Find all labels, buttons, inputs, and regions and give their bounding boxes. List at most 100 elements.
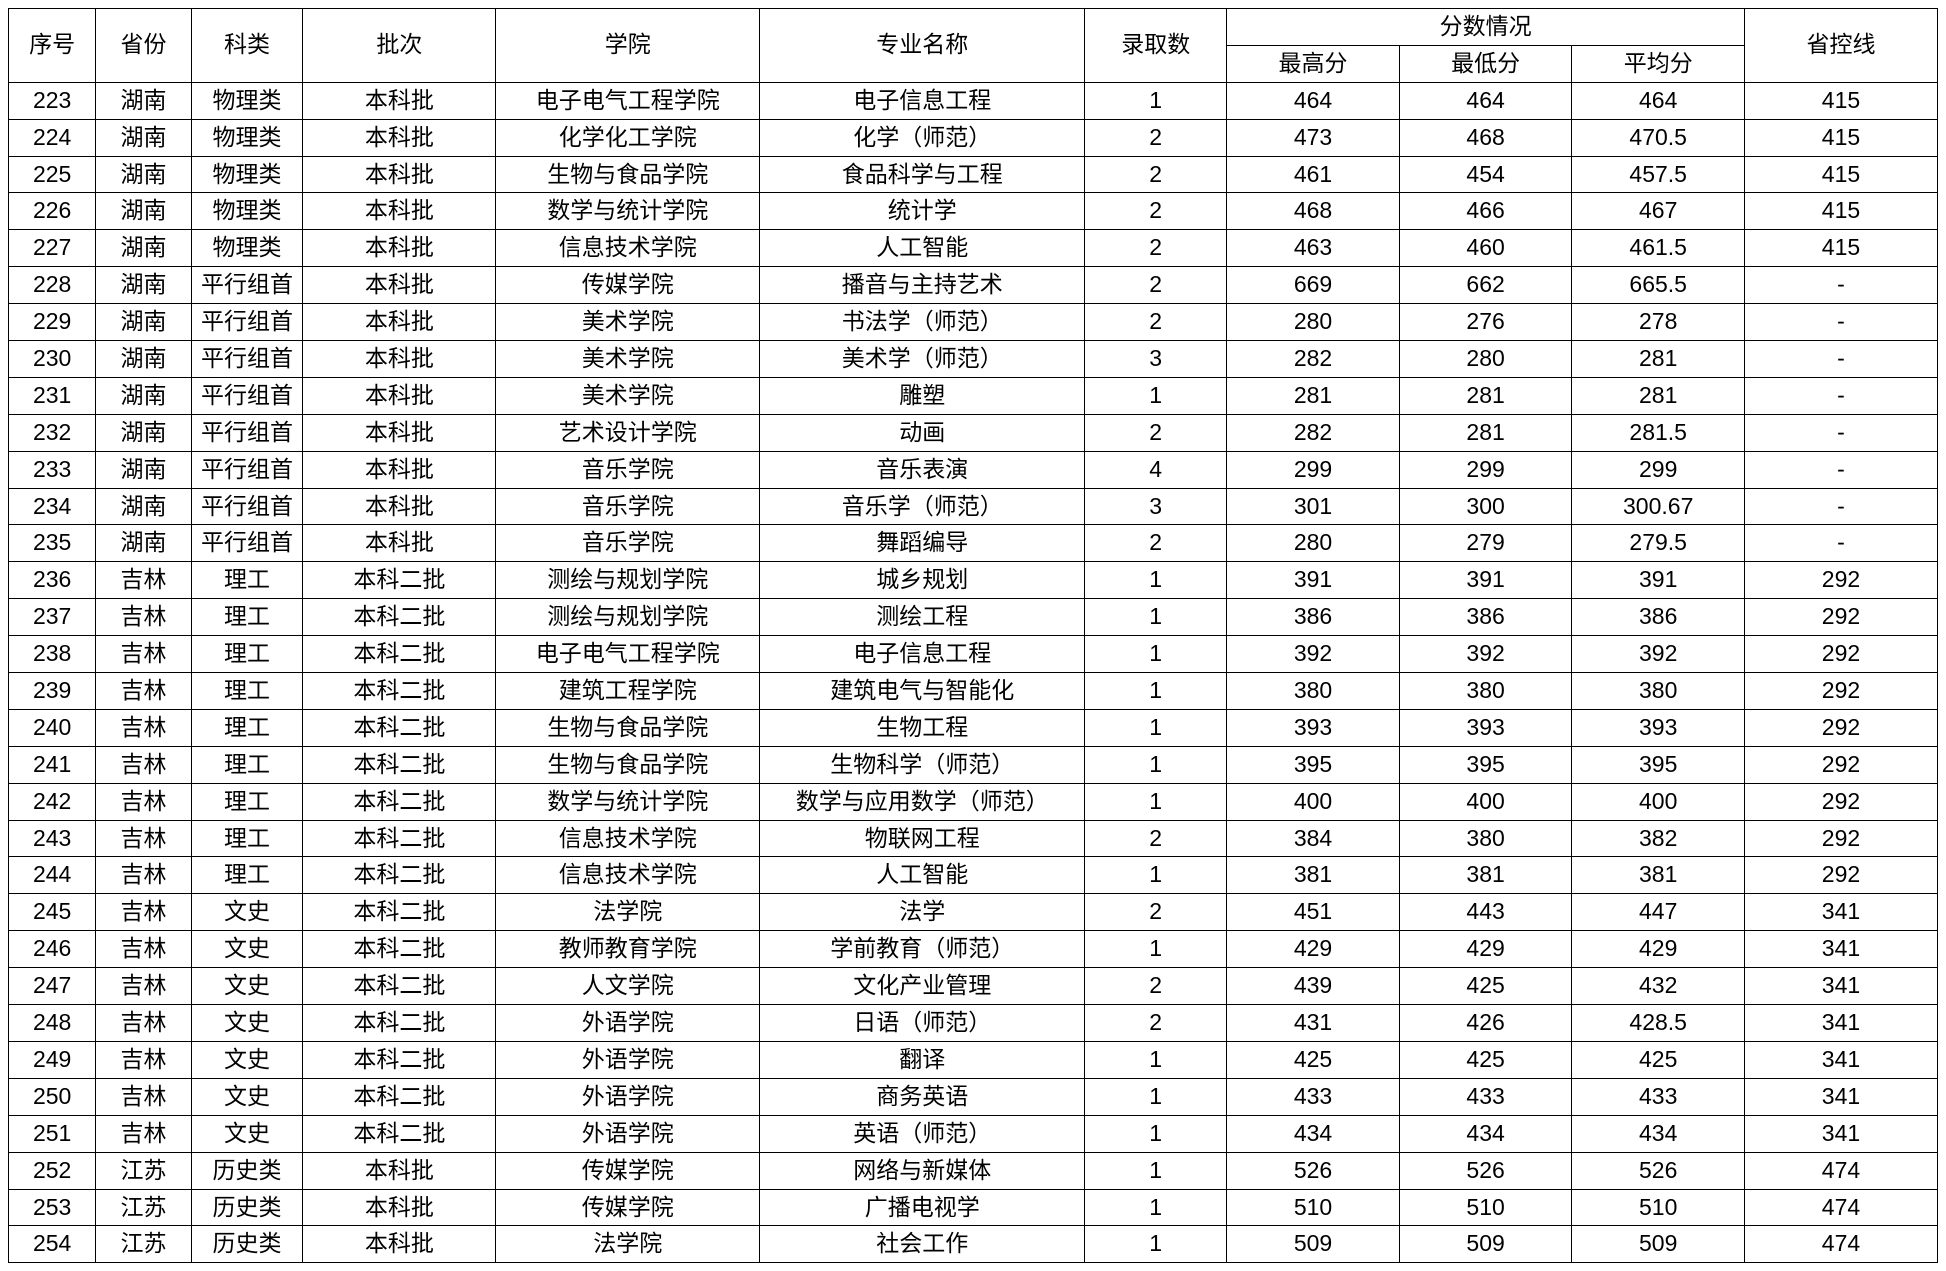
- cell-ctrl: -: [1744, 267, 1937, 304]
- cell-lo: 280: [1399, 341, 1572, 378]
- cell-hi: 510: [1227, 1189, 1400, 1226]
- cell-hi: 280: [1227, 304, 1400, 341]
- cell-avg: 428.5: [1572, 1005, 1745, 1042]
- cell-hi: 282: [1227, 341, 1400, 378]
- cell-avg: 433: [1572, 1078, 1745, 1115]
- cell-num: 2: [1085, 1005, 1227, 1042]
- cell-batch: 本科二批: [303, 1115, 496, 1152]
- cell-batch: 本科二批: [303, 636, 496, 673]
- cell-major: 社会工作: [760, 1226, 1085, 1263]
- cell-lo: 425: [1399, 968, 1572, 1005]
- cell-college: 生物与食品学院: [496, 156, 760, 193]
- cell-batch: 本科二批: [303, 894, 496, 931]
- cell-hi: 425: [1227, 1041, 1400, 1078]
- cell-category: 历史类: [191, 1152, 303, 1189]
- cell-seq: 253: [9, 1189, 96, 1226]
- cell-province: 湖南: [96, 82, 191, 119]
- cell-batch: 本科批: [303, 82, 496, 119]
- cell-num: 1: [1085, 82, 1227, 119]
- cell-province: 吉林: [96, 1115, 191, 1152]
- cell-category: 平行组首: [191, 267, 303, 304]
- col-ctrl: 省控线: [1744, 9, 1937, 83]
- cell-ctrl: 341: [1744, 931, 1937, 968]
- cell-ctrl: 341: [1744, 894, 1937, 931]
- col-province: 省份: [96, 9, 191, 83]
- cell-hi: 400: [1227, 783, 1400, 820]
- cell-ctrl: -: [1744, 377, 1937, 414]
- cell-batch: 本科批: [303, 341, 496, 378]
- cell-lo: 386: [1399, 599, 1572, 636]
- cell-province: 吉林: [96, 673, 191, 710]
- cell-seq: 241: [9, 746, 96, 783]
- cell-lo: 454: [1399, 156, 1572, 193]
- cell-num: 1: [1085, 1226, 1227, 1263]
- cell-college: 外语学院: [496, 1005, 760, 1042]
- table-row: 232湖南平行组首本科批艺术设计学院动画2282281281.5-: [9, 414, 1938, 451]
- cell-hi: 473: [1227, 119, 1400, 156]
- table-row: 250吉林文史本科二批外语学院商务英语1433433433341: [9, 1078, 1938, 1115]
- cell-batch: 本科二批: [303, 599, 496, 636]
- cell-ctrl: -: [1744, 341, 1937, 378]
- cell-avg: 464: [1572, 82, 1745, 119]
- cell-num: 1: [1085, 673, 1227, 710]
- cell-province: 吉林: [96, 1078, 191, 1115]
- cell-major: 电子信息工程: [760, 636, 1085, 673]
- cell-ctrl: 341: [1744, 1115, 1937, 1152]
- cell-lo: 281: [1399, 377, 1572, 414]
- cell-avg: 393: [1572, 709, 1745, 746]
- cell-seq: 236: [9, 562, 96, 599]
- cell-province: 湖南: [96, 193, 191, 230]
- table-row: 245吉林文史本科二批法学院法学2451443447341: [9, 894, 1938, 931]
- cell-category: 物理类: [191, 82, 303, 119]
- cell-seq: 239: [9, 673, 96, 710]
- cell-ctrl: -: [1744, 304, 1937, 341]
- cell-major: 物联网工程: [760, 820, 1085, 857]
- cell-seq: 225: [9, 156, 96, 193]
- cell-category: 历史类: [191, 1189, 303, 1226]
- cell-hi: 439: [1227, 968, 1400, 1005]
- cell-province: 吉林: [96, 894, 191, 931]
- cell-num: 2: [1085, 156, 1227, 193]
- cell-num: 1: [1085, 599, 1227, 636]
- cell-batch: 本科批: [303, 488, 496, 525]
- cell-province: 湖南: [96, 341, 191, 378]
- cell-major: 英语（师范）: [760, 1115, 1085, 1152]
- cell-category: 历史类: [191, 1226, 303, 1263]
- cell-batch: 本科二批: [303, 931, 496, 968]
- header-row-1: 序号 省份 科类 批次 学院 专业名称 录取数 分数情况 省控线: [9, 9, 1938, 46]
- cell-batch: 本科批: [303, 1189, 496, 1226]
- cell-hi: 393: [1227, 709, 1400, 746]
- cell-hi: 433: [1227, 1078, 1400, 1115]
- cell-lo: 466: [1399, 193, 1572, 230]
- table-row: 223湖南物理类本科批电子电气工程学院电子信息工程1464464464415: [9, 82, 1938, 119]
- cell-seq: 237: [9, 599, 96, 636]
- cell-college: 音乐学院: [496, 488, 760, 525]
- cell-hi: 429: [1227, 931, 1400, 968]
- cell-lo: 429: [1399, 931, 1572, 968]
- table-row: 253江苏历史类本科批传媒学院广播电视学1510510510474: [9, 1189, 1938, 1226]
- cell-seq: 248: [9, 1005, 96, 1042]
- cell-avg: 380: [1572, 673, 1745, 710]
- cell-batch: 本科二批: [303, 746, 496, 783]
- cell-ctrl: 292: [1744, 820, 1937, 857]
- cell-seq: 245: [9, 894, 96, 931]
- table-row: 248吉林文史本科二批外语学院日语（师范）2431426428.5341: [9, 1005, 1938, 1042]
- cell-seq: 227: [9, 230, 96, 267]
- cell-lo: 300: [1399, 488, 1572, 525]
- table-row: 243吉林理工本科二批信息技术学院物联网工程2384380382292: [9, 820, 1938, 857]
- cell-college: 电子电气工程学院: [496, 82, 760, 119]
- cell-avg: 299: [1572, 451, 1745, 488]
- cell-ctrl: 341: [1744, 968, 1937, 1005]
- cell-college: 传媒学院: [496, 267, 760, 304]
- table-row: 240吉林理工本科二批生物与食品学院生物工程1393393393292: [9, 709, 1938, 746]
- cell-college: 外语学院: [496, 1041, 760, 1078]
- cell-category: 平行组首: [191, 341, 303, 378]
- cell-hi: 395: [1227, 746, 1400, 783]
- cell-category: 物理类: [191, 119, 303, 156]
- cell-num: 4: [1085, 451, 1227, 488]
- cell-college: 音乐学院: [496, 451, 760, 488]
- table-row: 225湖南物理类本科批生物与食品学院食品科学与工程2461454457.5415: [9, 156, 1938, 193]
- cell-college: 外语学院: [496, 1115, 760, 1152]
- cell-hi: 392: [1227, 636, 1400, 673]
- cell-category: 文史: [191, 931, 303, 968]
